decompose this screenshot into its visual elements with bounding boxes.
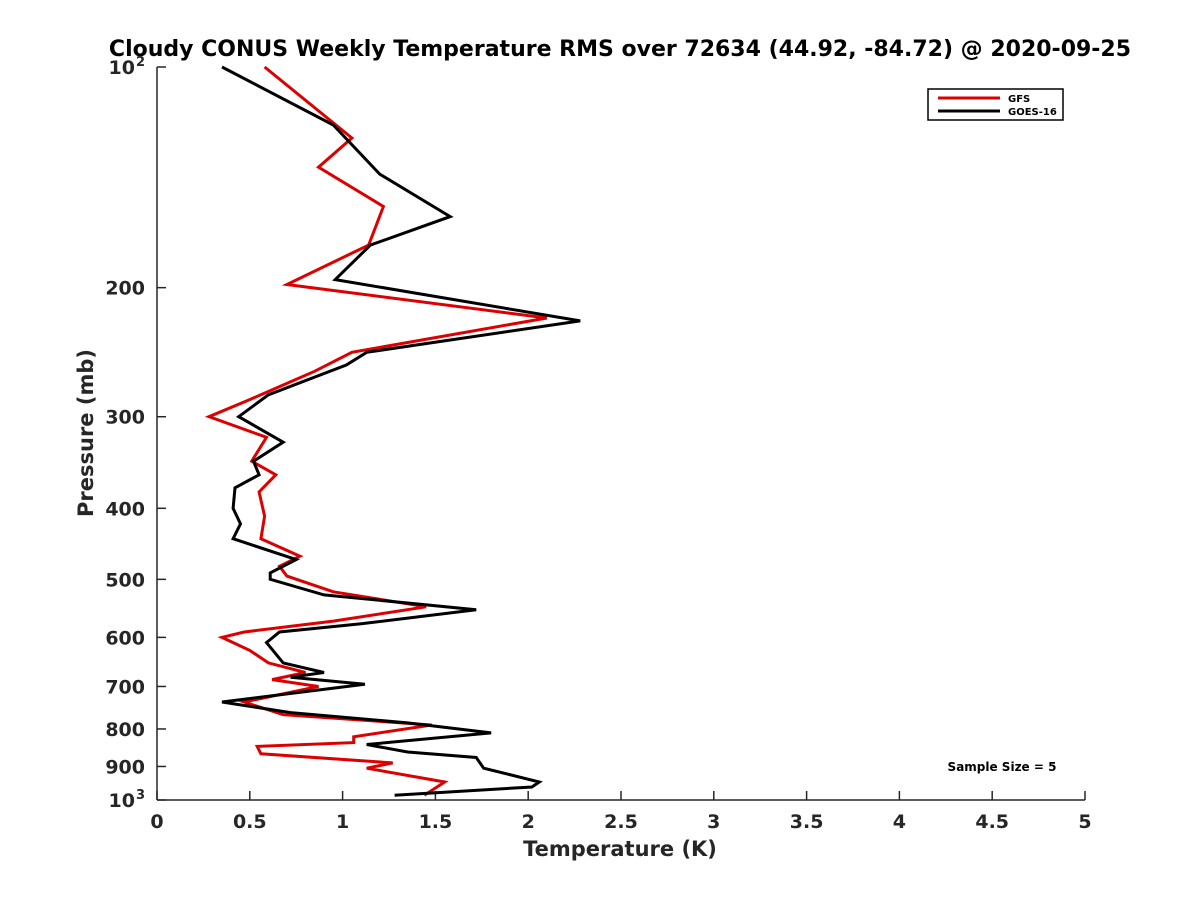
x-axis-label: Temperature (K) — [523, 837, 717, 861]
y-tick-label: 10 — [109, 790, 135, 812]
legend-label-gfs: GFS — [1008, 94, 1030, 105]
legend: GFS GOES-16 — [927, 88, 1064, 121]
chart-title: Cloudy CONUS Weekly Temperature RMS over… — [109, 37, 1131, 62]
y-tick-label: 500 — [105, 569, 145, 591]
x-tick-label: 0 — [150, 811, 163, 833]
y-tick-exponent: 2 — [136, 55, 145, 70]
series-layer — [204, 65, 581, 797]
y-tick-label: 900 — [105, 756, 145, 778]
x-tick-label: 4.5 — [975, 811, 1009, 833]
y-tick-label: 700 — [105, 676, 145, 698]
x-axis: 0 0.5 1 1.5 2 2.5 3 3.5 4 4.5 5 — [150, 791, 1092, 833]
x-tick-label: 0.5 — [233, 811, 267, 833]
x-tick-label: 1 — [336, 811, 349, 833]
x-tick-label: 5 — [1078, 811, 1091, 833]
x-tick-label: 3.5 — [790, 811, 824, 833]
legend-label-goes-16: GOES-16 — [1008, 107, 1057, 118]
x-tick-label: 2 — [522, 811, 535, 833]
x-tick-label: 1.5 — [419, 811, 453, 833]
y-tick-label: 400 — [105, 498, 145, 520]
x-tick-label: 2.5 — [604, 811, 638, 833]
y-axis-label: Pressure (mb) — [74, 349, 98, 517]
series-line-goes-16 — [221, 65, 581, 797]
y-tick-label: 300 — [105, 407, 145, 429]
y-tick-exponent: 3 — [136, 788, 145, 803]
x-tick-label: 4 — [893, 811, 906, 833]
y-tick-label: 200 — [105, 278, 145, 300]
y-tick-label: 600 — [105, 627, 145, 649]
legend-box — [927, 88, 1064, 121]
sample-size-annotation: Sample Size = 5 — [948, 760, 1057, 774]
series-line-gfs — [204, 65, 548, 797]
y-tick-label: 10 — [109, 57, 135, 79]
x-tick-label: 3 — [707, 811, 720, 833]
y-tick-label: 800 — [105, 719, 145, 741]
